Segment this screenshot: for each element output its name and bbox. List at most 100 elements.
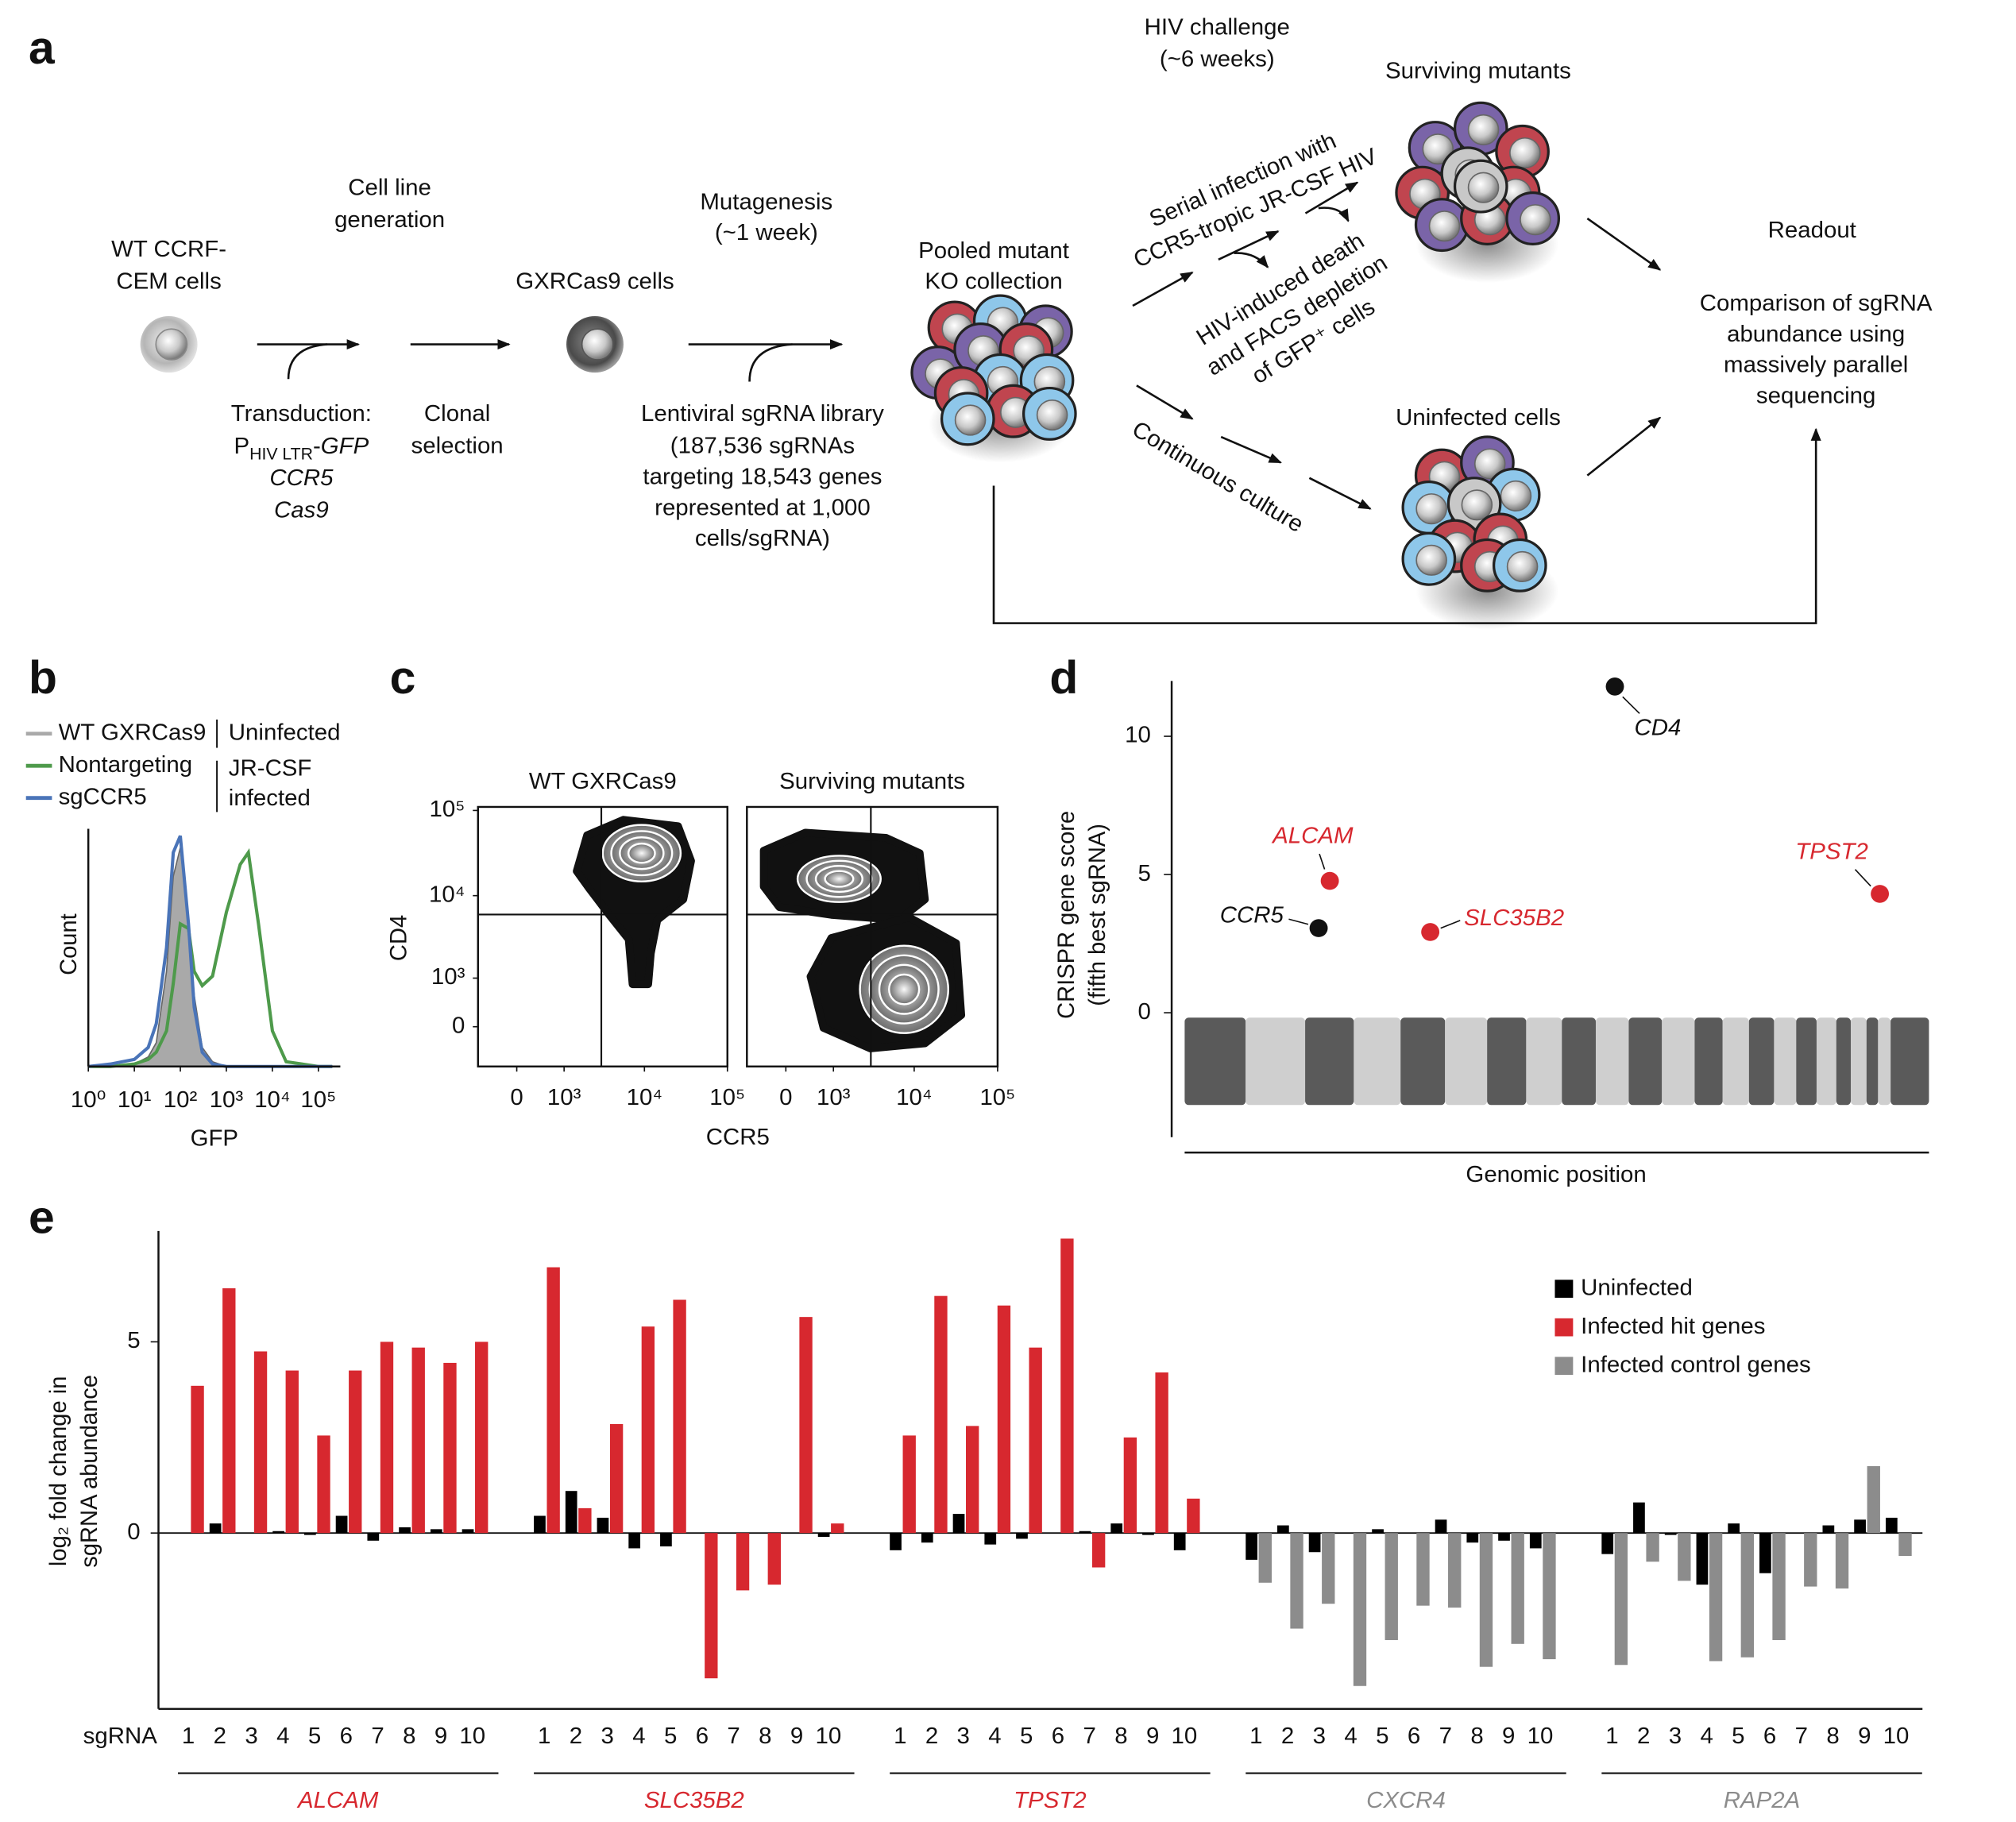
legend-swatch	[1554, 1318, 1574, 1337]
group-label: RAP2A	[1724, 1788, 1801, 1813]
cell-nucleus	[1506, 550, 1539, 583]
chromosome-band	[1890, 1017, 1929, 1106]
label: represented at 1,000	[655, 495, 871, 520]
x-tick-label: 5	[1732, 1724, 1744, 1749]
label: Comparison of sgRNA	[1700, 291, 1933, 316]
arrow	[1218, 230, 1280, 261]
arrow	[992, 427, 1821, 624]
x-tick-label: 1	[894, 1724, 906, 1749]
label: Cas9	[274, 498, 329, 523]
cell-nucleus	[1509, 137, 1541, 169]
bar	[209, 1523, 222, 1534]
chromosome-band	[1305, 1017, 1354, 1106]
x-tick-label: 8	[1826, 1724, 1839, 1749]
cell-nucleus	[1467, 114, 1500, 145]
bar	[1854, 1519, 1866, 1534]
bar	[1511, 1533, 1524, 1644]
arrow-branch	[287, 343, 328, 380]
bar	[1091, 1533, 1106, 1568]
group-label: ALCAM	[296, 1788, 379, 1813]
bar	[1385, 1533, 1398, 1640]
bar	[921, 1533, 933, 1543]
x-tick-label: 5	[1376, 1724, 1388, 1749]
x-tick-label: 9	[1146, 1724, 1159, 1749]
bar	[628, 1533, 641, 1549]
bar	[1448, 1533, 1462, 1608]
bar	[317, 1435, 330, 1534]
x-tick-label: 10⁴	[254, 1087, 290, 1113]
bar	[1646, 1533, 1659, 1562]
bar	[1173, 1533, 1186, 1550]
point-label: CCR5	[1220, 903, 1284, 928]
bar	[411, 1347, 425, 1534]
chromosome-band	[1595, 1017, 1629, 1106]
bar	[565, 1491, 577, 1534]
cell-nucleus	[1461, 489, 1493, 521]
bar	[767, 1533, 781, 1585]
label: KO collection	[925, 269, 1062, 295]
x-tick-label: 2	[1637, 1724, 1650, 1749]
chromosome-band	[1836, 1017, 1851, 1106]
x-tick-label: 10	[459, 1724, 485, 1749]
y-tick-label: 0	[1138, 999, 1151, 1025]
x-tick-label: 4	[632, 1724, 645, 1749]
arrow	[1136, 384, 1194, 420]
cell-nucleus	[1520, 204, 1551, 236]
label: Uninfected cells	[1396, 405, 1561, 430]
chromosome-band	[1562, 1017, 1596, 1106]
label: selection	[411, 434, 504, 459]
x-tick-label: 2	[214, 1724, 226, 1749]
chromosome-band	[1184, 1017, 1246, 1106]
y-tick-label: 10⁴	[429, 882, 465, 907]
x-tick-label: 4	[1700, 1724, 1713, 1749]
label: CEM cells	[116, 269, 221, 295]
x-tick-label: 10⁴	[627, 1085, 662, 1110]
panel-label: c	[390, 652, 416, 704]
bar	[817, 1533, 830, 1537]
point	[1320, 871, 1339, 890]
label: targeting 18,543 genes	[643, 465, 882, 490]
x-tick-label: 7	[1439, 1724, 1452, 1749]
x-tick-label: 7	[1083, 1724, 1096, 1749]
bar	[430, 1529, 442, 1534]
point	[1309, 919, 1328, 937]
bar	[1822, 1525, 1835, 1534]
bar	[1308, 1533, 1321, 1553]
bar	[222, 1288, 236, 1534]
label: massively parallel	[1724, 353, 1908, 378]
chromosome-band	[1878, 1017, 1891, 1106]
bar	[597, 1517, 609, 1534]
x-tick-label: 5	[664, 1724, 677, 1749]
leader-line	[1440, 920, 1461, 929]
cell-nucleus	[1422, 133, 1454, 165]
label: Pooled mutant	[918, 238, 1069, 264]
x-tick-label: 4	[988, 1724, 1001, 1749]
label: Continuous culture	[1128, 417, 1308, 538]
x-tick-label: 10	[1172, 1724, 1198, 1749]
x-tick-label: 3	[245, 1724, 257, 1749]
bar	[641, 1326, 655, 1534]
y-axis-label: sgRNA abundance	[77, 1375, 102, 1568]
legend-swatch	[1554, 1280, 1574, 1298]
bar	[902, 1435, 916, 1534]
bar	[1728, 1523, 1740, 1534]
bar	[285, 1370, 299, 1534]
bar	[799, 1317, 813, 1534]
x-tick-label: 10	[1883, 1724, 1910, 1749]
bar	[578, 1507, 592, 1534]
leader-line	[1288, 918, 1309, 925]
bar	[1155, 1372, 1168, 1534]
legend-label: sgCCR5	[59, 784, 147, 809]
x-tick-label: 6	[1408, 1724, 1420, 1749]
x-axis-label: Genomic position	[1466, 1162, 1646, 1187]
density-contour	[627, 842, 656, 864]
x-tick-label: 10³	[547, 1085, 581, 1110]
label: Mutagenesis	[700, 189, 832, 214]
x-tick-label: 8	[759, 1724, 771, 1749]
label: Surviving mutants	[1385, 58, 1571, 83]
label: WT CCRF-	[111, 237, 226, 262]
bar	[1466, 1533, 1479, 1543]
x-tick-label: 5	[1020, 1724, 1033, 1749]
x-tick-label: 10⁵	[300, 1087, 336, 1113]
